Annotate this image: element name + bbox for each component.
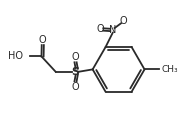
Text: O: O bbox=[72, 52, 79, 62]
Text: CH₃: CH₃ bbox=[161, 65, 178, 74]
Text: O: O bbox=[39, 35, 46, 45]
Text: O: O bbox=[119, 16, 127, 26]
Text: O: O bbox=[72, 82, 79, 92]
Text: N: N bbox=[109, 25, 116, 35]
Text: O: O bbox=[97, 25, 104, 35]
Text: S: S bbox=[72, 67, 80, 77]
Text: HO: HO bbox=[8, 51, 23, 61]
